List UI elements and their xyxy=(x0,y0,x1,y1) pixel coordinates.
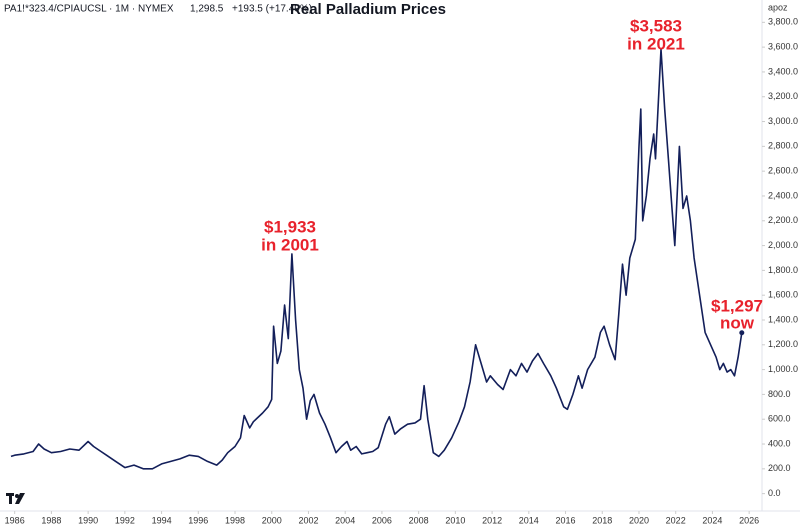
logo xyxy=(6,493,25,504)
x-tick-label: 2004 xyxy=(335,515,355,525)
y-tick-label: 1,600.0 xyxy=(768,290,798,300)
x-tick-label: 2000 xyxy=(262,515,282,525)
annotation: $3,583 xyxy=(630,16,682,35)
symbol: PA1!*323.4/CPIAUCSL · 1M · NYMEX xyxy=(4,4,174,15)
x-tick-label: 2006 xyxy=(372,515,392,525)
y-tick-label: 2,200.0 xyxy=(768,215,798,225)
x-tick-label: 2008 xyxy=(409,515,429,525)
y-tick-label: 3,200.0 xyxy=(768,91,798,101)
y-tick-label: 1,400.0 xyxy=(768,314,798,324)
x-tick-label: 2026 xyxy=(739,515,759,525)
x-tick-label: 2002 xyxy=(298,515,318,525)
annotation: in 2021 xyxy=(627,34,685,53)
price-change: +193.5 (+17.49%) xyxy=(232,4,312,15)
y-tick-label: 2,800.0 xyxy=(768,141,798,151)
x-tick-label: 1992 xyxy=(115,515,135,525)
x-tick-label: 1990 xyxy=(78,515,98,525)
y-tick-label: 2,000.0 xyxy=(768,240,798,250)
x-tick-label: 1994 xyxy=(152,515,172,525)
y-tick-label: 1,200.0 xyxy=(768,339,798,349)
x-tick-label: 1998 xyxy=(225,515,245,525)
x-tick-label: 2022 xyxy=(666,515,686,525)
y-tick-label: 3,600.0 xyxy=(768,42,798,52)
x-tick-label: 2018 xyxy=(592,515,612,525)
y-tick-label: 1,000.0 xyxy=(768,364,798,374)
last-point xyxy=(739,330,745,336)
annotation: now xyxy=(720,313,755,332)
x-tick-label: 2010 xyxy=(445,515,465,525)
y-tick-label: 3,400.0 xyxy=(768,66,798,76)
y-tick-label: 3,800.0 xyxy=(768,17,798,27)
annotation: in 2001 xyxy=(261,235,319,254)
x-tick-label: 2014 xyxy=(519,515,539,525)
price-line xyxy=(10,48,743,470)
y-tick-label: 2,400.0 xyxy=(768,190,798,200)
annotation: $1,933 xyxy=(264,217,316,236)
x-tick-label: 2024 xyxy=(702,515,722,525)
y-axis-label: apoz xyxy=(768,2,788,12)
y-tick-label: 0.0 xyxy=(768,488,781,498)
x-tick-label: 1996 xyxy=(188,515,208,525)
x-tick-label: 2012 xyxy=(482,515,502,525)
x-tick-label: 1986 xyxy=(5,515,25,525)
annotation: $1,297 xyxy=(711,296,763,315)
x-tick-label: 2016 xyxy=(556,515,576,525)
y-tick-label: 600.0 xyxy=(768,414,791,424)
y-tick-label: 2,600.0 xyxy=(768,166,798,176)
y-tick-label: 800.0 xyxy=(768,389,791,399)
chart-title: Real Palladium Prices xyxy=(290,1,446,18)
x-tick-label: 1988 xyxy=(41,515,61,525)
y-tick-label: 1,800.0 xyxy=(768,265,798,275)
y-tick-label: 400.0 xyxy=(768,438,791,448)
last-price: 1,298.5 xyxy=(190,4,224,15)
x-tick-label: 2020 xyxy=(629,515,649,525)
y-tick-label: 3,000.0 xyxy=(768,116,798,126)
y-tick-label: 200.0 xyxy=(768,463,791,473)
